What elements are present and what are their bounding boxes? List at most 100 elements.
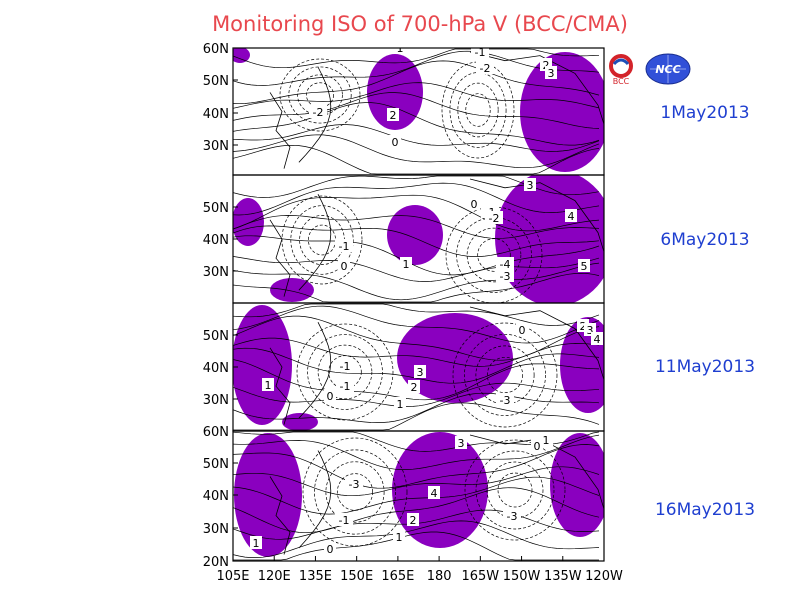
contour-label-text: 3 [587, 324, 594, 337]
bcc-logo: BCC [609, 54, 633, 86]
negative-contour [449, 72, 507, 148]
contour-line [233, 347, 600, 384]
chart-title: Monitoring ISO of 700-hPa V (BCC/CMA) [212, 12, 628, 36]
coastline-japan [298, 450, 332, 549]
negative-contour [486, 356, 524, 394]
y-tick-label: 40N [203, 107, 229, 122]
positive-anomaly-region [270, 278, 314, 302]
contour-label-text: 2 [543, 59, 550, 72]
contour-label-text: -3 [349, 478, 360, 491]
contour-line [233, 444, 600, 489]
coastline-asia [269, 476, 291, 555]
y-tick-label: 60N [203, 42, 229, 57]
negative-contour [279, 58, 361, 132]
contour-label-bg [387, 108, 399, 121]
contour-label: 2 [387, 108, 399, 122]
x-tick-label: 120E [258, 569, 291, 584]
coastline [269, 434, 604, 555]
contour-line [233, 256, 600, 282]
contour-label: 4 [591, 332, 603, 346]
contour-label: 3 [455, 436, 467, 450]
positive-anomaly-region [495, 175, 604, 303]
coastline-north-america [469, 306, 604, 380]
contour-label-bg [394, 48, 406, 54]
contour-label-text: 1 [253, 537, 260, 550]
positive-anomaly-region [550, 433, 604, 537]
contour-label: 1 [394, 48, 406, 55]
contour-label-text: 1 [397, 398, 404, 411]
y-tick-label: 50N [203, 457, 229, 472]
contour-line [233, 92, 600, 129]
contour-lines [233, 303, 600, 431]
contour-label-bg [531, 439, 543, 452]
contour-line [233, 124, 600, 152]
contour-label-text: 1 [403, 258, 410, 271]
contour-label-text: 3 [458, 437, 465, 450]
negative-contour [336, 473, 374, 511]
positive-anomaly-region [233, 198, 264, 246]
contour-label-text: 0 [392, 136, 399, 149]
negative-contour [302, 437, 408, 547]
contour-label: 3 [545, 66, 557, 80]
contour-label-bg [428, 486, 440, 499]
contour-label-bg [335, 513, 353, 526]
contour-label-bg [565, 209, 577, 222]
positive-anomaly-region [233, 48, 250, 63]
contour-label-text: 1 [265, 379, 272, 392]
contour-label: 5 [578, 259, 590, 273]
contour-label: 3 [524, 178, 536, 192]
contour-label-bg [516, 323, 528, 336]
contour-label-text: -1 [475, 46, 486, 59]
negative-contour [466, 227, 522, 283]
x-tick-label: 180 [427, 569, 452, 584]
panel-date: 6May2013 [660, 230, 750, 250]
contour-label-text: -4 [500, 258, 511, 271]
contour-line [233, 82, 600, 109]
contour-label-bg [485, 211, 503, 224]
contour-label: -2 [309, 105, 327, 119]
positive-anomaly-region [397, 313, 513, 403]
negative-contour [307, 334, 383, 410]
negative-contour [457, 82, 499, 138]
contour-label: -3 [496, 269, 514, 283]
contour-line [233, 134, 600, 169]
y-tick-label: 40N [203, 233, 229, 248]
contour-line [233, 60, 600, 105]
contour-label-text: 3 [527, 179, 534, 192]
negative-contour [290, 205, 354, 275]
contour-label-bg [591, 332, 603, 345]
contour-line [233, 305, 600, 344]
x-tick-label: 165E [381, 569, 414, 584]
contour-label-text: -3 [507, 510, 518, 523]
contour-line [233, 337, 600, 367]
negative-contour [308, 224, 336, 256]
y-tick-label: 30N [203, 522, 229, 537]
contour-line [233, 359, 600, 401]
contour-line [233, 262, 600, 301]
negative-contour [464, 439, 566, 541]
contour-label-bg [338, 259, 350, 272]
contour-label-text: 2 [411, 381, 418, 394]
y-tick-label: 30N [203, 265, 229, 280]
contour-label: 1 [250, 536, 262, 550]
contour-line [233, 272, 600, 303]
contour-label-bg [389, 135, 401, 148]
contour-label-text: 2 [580, 320, 587, 333]
contour-label: 2 [408, 380, 420, 394]
negative-contour [314, 449, 396, 535]
contour-label-text: 0 [327, 390, 334, 403]
bcc-logo-text: BCC [613, 77, 630, 86]
panel-date: 16May2013 [654, 500, 756, 520]
x-tick-label: 135E [299, 569, 332, 584]
contour-label-text: -1 [339, 240, 350, 253]
negative-contour [296, 323, 394, 421]
contour-label-bg [496, 257, 514, 270]
contour-label-text: 4 [568, 210, 575, 223]
negative-contour [497, 472, 533, 508]
contour-label-text: 4 [431, 487, 438, 500]
contour-line [233, 392, 600, 423]
coastline [269, 178, 604, 297]
contour-label: -2 [476, 61, 494, 75]
